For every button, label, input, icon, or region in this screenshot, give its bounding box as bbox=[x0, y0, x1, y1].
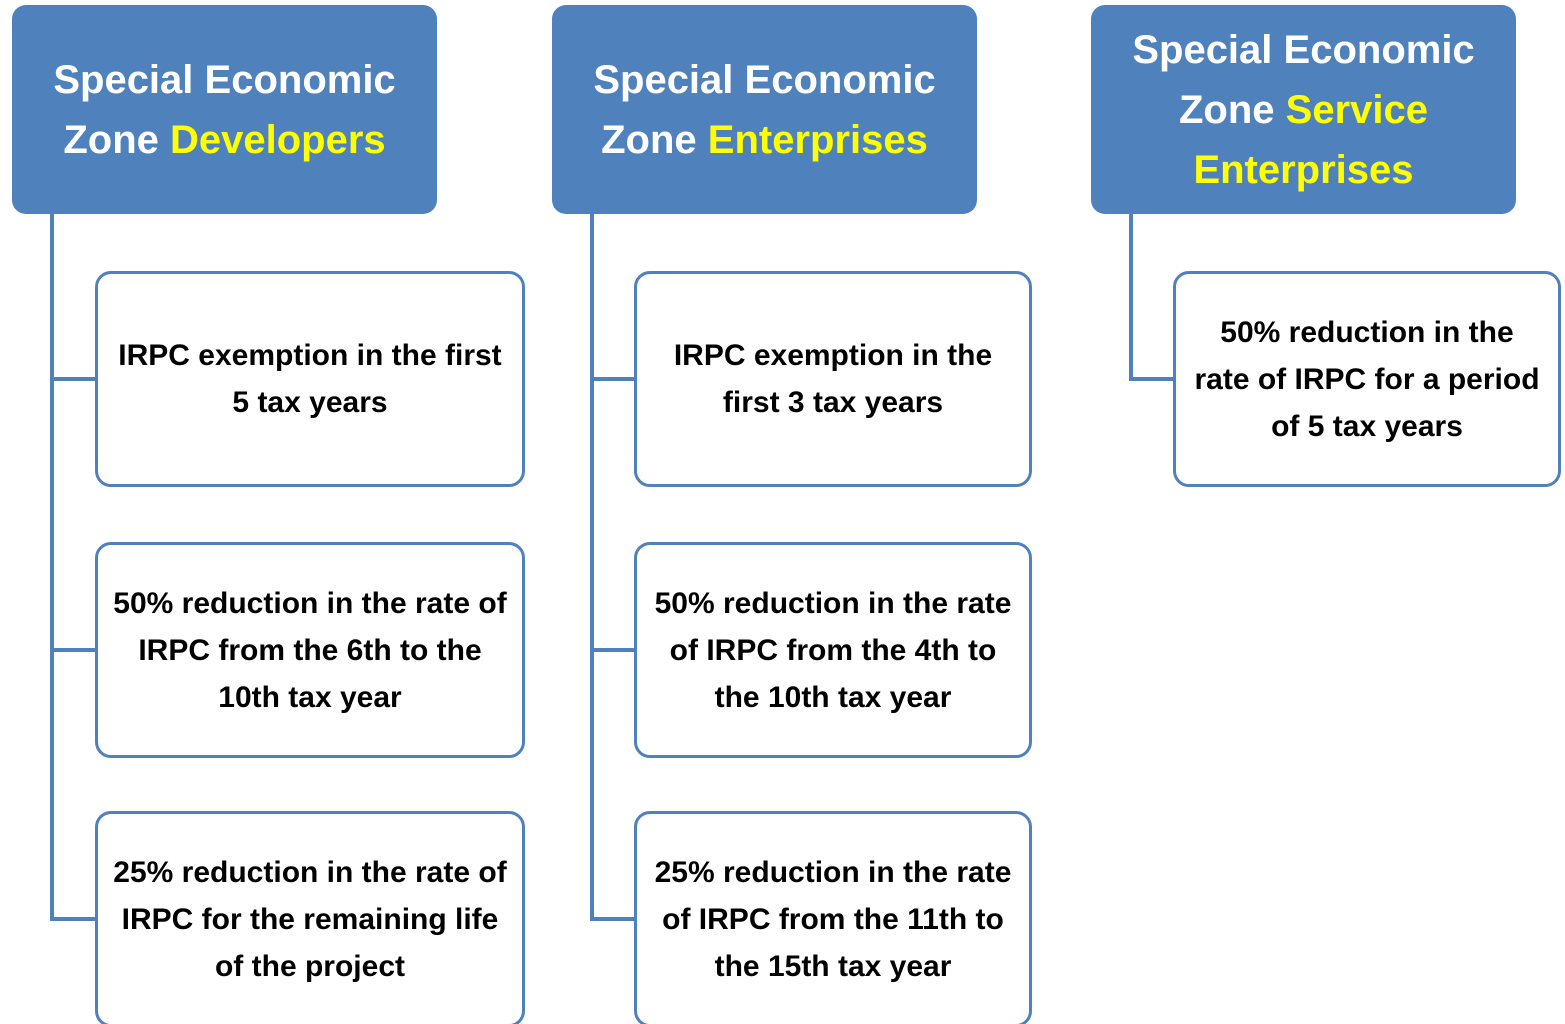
connector-line bbox=[1129, 214, 1133, 381]
benefit-text: IRPC exemption in the first 5 tax years bbox=[118, 339, 502, 419]
header-text: Special Economic Zone Service Enterprise… bbox=[1097, 20, 1510, 200]
connector-line bbox=[50, 214, 54, 921]
connector-branch bbox=[1129, 377, 1173, 381]
header-highlight: Enterprises bbox=[707, 117, 928, 162]
connector-branch bbox=[590, 377, 634, 381]
header-text: Special Economic Zone Developers bbox=[18, 50, 431, 170]
benefit-box: 25% reduction in the rate of IRPC for th… bbox=[95, 811, 525, 1024]
connector-branch bbox=[50, 917, 95, 921]
benefit-text: 50% reduction in the rate of IRPC from t… bbox=[113, 586, 507, 714]
header-prefix: Special Economic Zone bbox=[593, 57, 936, 162]
benefit-text: 50% reduction in the rate of IRPC for a … bbox=[1194, 315, 1540, 443]
benefit-text: 25% reduction in the rate of IRPC for th… bbox=[113, 855, 507, 983]
column-header: Special Economic Zone Enterprises bbox=[552, 5, 977, 214]
header-prefix: Special Economic Zone bbox=[53, 57, 396, 162]
connector-branch bbox=[590, 917, 634, 921]
connector-branch bbox=[50, 648, 95, 652]
benefit-text: 50% reduction in the rate of IRPC from t… bbox=[654, 586, 1012, 714]
benefit-box: 25% reduction in the rate of IRPC from t… bbox=[634, 811, 1032, 1024]
benefit-box: 50% reduction in the rate of IRPC from t… bbox=[95, 542, 525, 758]
benefit-text: 25% reduction in the rate of IRPC from t… bbox=[654, 855, 1012, 983]
column-header: Special Economic Zone Developers bbox=[12, 5, 437, 214]
header-text: Special Economic Zone Enterprises bbox=[558, 50, 971, 170]
benefit-box: IRPC exemption in the first 3 tax years bbox=[634, 271, 1032, 487]
column-header: Special Economic Zone Service Enterprise… bbox=[1091, 5, 1516, 214]
connector-branch bbox=[50, 377, 95, 381]
connector-line bbox=[590, 214, 594, 921]
benefit-box: IRPC exemption in the first 5 tax years bbox=[95, 271, 525, 487]
connector-branch bbox=[590, 648, 634, 652]
header-highlight: Developers bbox=[170, 117, 386, 162]
header-prefix: Special Economic Zone bbox=[1132, 27, 1475, 132]
benefit-box: 50% reduction in the rate of IRPC from t… bbox=[634, 542, 1032, 758]
benefit-text: IRPC exemption in the first 3 tax years bbox=[673, 339, 993, 419]
header-highlight: Service Enterprises bbox=[1193, 87, 1428, 192]
benefit-box: 50% reduction in the rate of IRPC for a … bbox=[1173, 271, 1561, 487]
